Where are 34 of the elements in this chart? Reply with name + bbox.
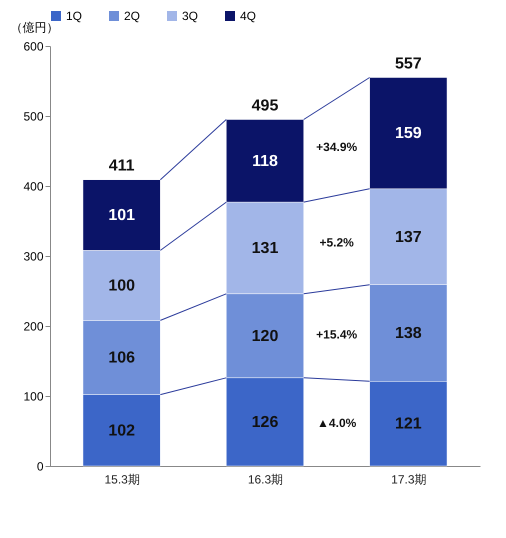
data-label: 138 bbox=[394, 325, 422, 342]
x-tick-label: 16.3期 bbox=[248, 472, 284, 486]
data-label: 106 bbox=[108, 350, 136, 366]
x-tick-label: 15.3期 bbox=[104, 472, 140, 486]
data-label: 131 bbox=[252, 240, 278, 257]
data-label: 126 bbox=[252, 414, 278, 431]
data-label: 120 bbox=[252, 328, 278, 345]
legend-label: 1Q bbox=[66, 9, 82, 23]
annotation: +15.4% bbox=[316, 327, 358, 342]
data-label: 118 bbox=[252, 152, 278, 170]
y-tick-label: 400 bbox=[23, 180, 44, 194]
y-axis-title: （億円） bbox=[10, 20, 58, 34]
legend-label: 3Q bbox=[182, 9, 198, 23]
y-tick-label: 600 bbox=[23, 40, 44, 54]
data-label: 101 bbox=[108, 207, 136, 224]
data-label: 159 bbox=[394, 125, 422, 142]
annotation: +34.9% bbox=[316, 140, 358, 154]
x-tick-label: 17.3期 bbox=[391, 472, 427, 486]
total-label: 495 bbox=[252, 98, 278, 114]
y-tick-label: 100 bbox=[23, 390, 44, 404]
total-label: 557 bbox=[394, 56, 422, 72]
data-label: 137 bbox=[394, 228, 422, 246]
total-label: 411 bbox=[108, 158, 135, 175]
annotation: +5.2% bbox=[319, 235, 354, 250]
y-tick-label: 500 bbox=[23, 110, 44, 124]
y-tick-label: 0 bbox=[36, 460, 44, 474]
data-label: 102 bbox=[108, 422, 136, 440]
legend-label: 2Q bbox=[124, 9, 140, 23]
data-label: 121 bbox=[394, 416, 422, 433]
legend-label: 4Q bbox=[240, 9, 256, 23]
data-label: 100 bbox=[108, 277, 136, 294]
y-tick-label: 200 bbox=[23, 320, 44, 334]
annotation: ▲4.0% bbox=[317, 416, 357, 430]
y-tick-label: 300 bbox=[23, 250, 44, 264]
